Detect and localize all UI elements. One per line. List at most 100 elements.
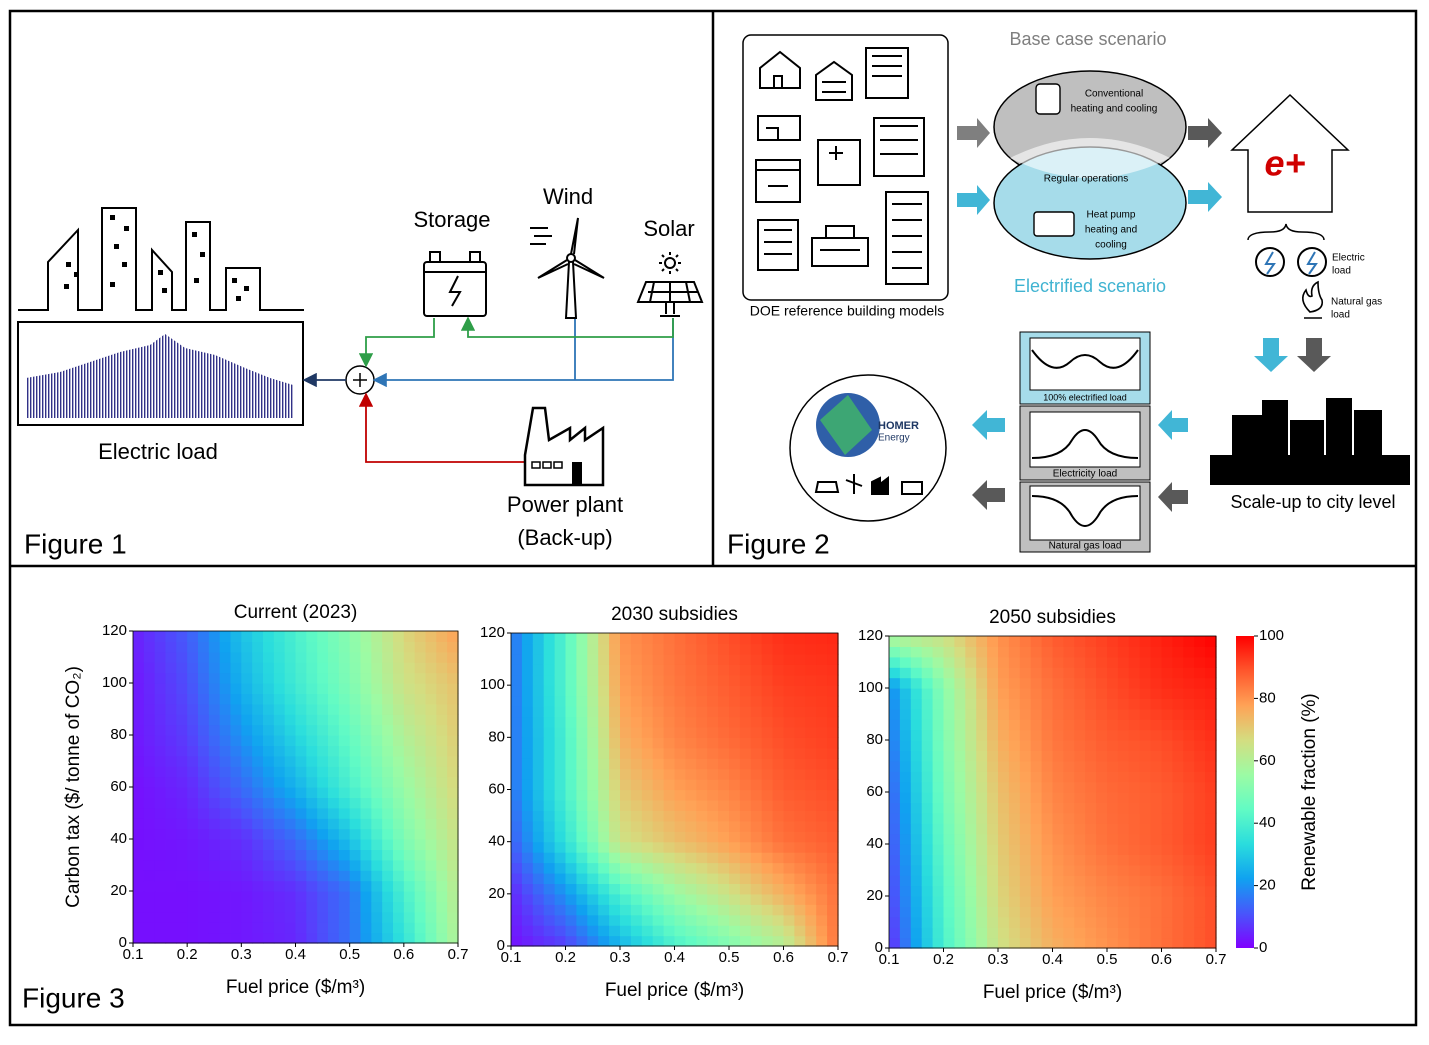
contour-cell — [425, 651, 437, 663]
contour-cell — [998, 646, 1010, 658]
contour-cell — [425, 693, 437, 705]
contour-cell — [176, 807, 188, 819]
contour-cell — [987, 844, 999, 855]
contour-cell — [663, 893, 676, 905]
contour-cell — [317, 901, 329, 913]
contour-cell — [750, 925, 763, 937]
contour-cell — [447, 922, 459, 934]
contour-cell — [176, 839, 188, 850]
contour-cell — [1161, 656, 1173, 668]
contour-cell — [921, 656, 934, 668]
contour-cell — [663, 747, 676, 759]
contour-cell — [1161, 677, 1173, 689]
contour-cell — [511, 674, 523, 686]
contour-cell — [403, 849, 416, 861]
contour-cell — [576, 737, 588, 749]
contour-cell — [718, 893, 730, 905]
contour-cell — [176, 870, 188, 882]
contour-cell — [750, 779, 763, 791]
contour-cell — [696, 685, 708, 697]
contour-cell — [932, 656, 945, 668]
contour-cell — [219, 766, 232, 778]
contour-cell — [382, 932, 394, 944]
contour-cell — [827, 841, 839, 853]
contour-cell — [198, 766, 210, 778]
contour-cell — [447, 932, 459, 944]
contour-cell — [1096, 750, 1108, 762]
contour-cell — [165, 755, 177, 767]
contour-cell — [425, 787, 437, 798]
contour-cell — [1030, 656, 1043, 668]
contour-cell — [263, 859, 275, 871]
contour-cell — [652, 747, 665, 759]
contour-cell — [143, 787, 156, 798]
contour-cell — [532, 716, 545, 728]
contour-cell — [1096, 833, 1108, 845]
contour-cell — [805, 935, 817, 947]
y-tick-label: 120 — [858, 627, 883, 644]
contour-cell — [1096, 708, 1108, 720]
contour-cell — [965, 823, 977, 835]
contour-cell — [425, 807, 437, 819]
contour-cell — [187, 672, 199, 684]
windows — [64, 215, 249, 301]
contour-cell — [1150, 781, 1163, 793]
contour-cell — [998, 833, 1010, 845]
contour-cell — [273, 880, 286, 892]
contour-cell — [943, 760, 955, 772]
contour-cell — [198, 703, 210, 715]
contour-cell — [1183, 823, 1195, 835]
contour-cell — [176, 859, 188, 871]
contour-cell — [772, 893, 785, 905]
contour-cell — [414, 766, 427, 778]
contour-cell — [998, 802, 1010, 814]
figure-label: Figure 1 — [24, 528, 127, 559]
contour-cell — [176, 651, 188, 663]
x-axis-label: Fuel price ($/m³) — [605, 980, 744, 1001]
contour-cell — [794, 779, 806, 791]
contour-cell — [965, 750, 977, 762]
contour-cell — [772, 726, 785, 738]
contour-cell — [794, 685, 806, 697]
contour-cell — [685, 633, 697, 645]
contour-cell — [187, 776, 199, 788]
contour-cell — [176, 703, 188, 715]
contour-cell — [576, 674, 588, 686]
contour-cell — [414, 797, 427, 809]
contour-cell — [652, 831, 665, 843]
contour-cell — [1194, 906, 1206, 918]
contour-cell — [1161, 729, 1173, 741]
contour-cell — [414, 828, 427, 840]
contour-cell — [1096, 823, 1108, 835]
y-tick-label: 20 — [866, 887, 883, 904]
contour-cell — [976, 688, 988, 699]
contour-cell — [954, 937, 966, 949]
contour-cell — [576, 893, 588, 905]
contour-cell — [965, 760, 977, 772]
contour-cell — [1074, 667, 1086, 679]
contour-cell — [425, 880, 437, 892]
contour-cell — [176, 818, 188, 830]
contour-cell — [987, 906, 999, 918]
contour-cell — [1085, 740, 1097, 751]
y-tick-label: 120 — [480, 624, 505, 641]
contour-cell — [739, 685, 752, 697]
contour-cell — [1128, 792, 1141, 803]
contour-cell — [425, 901, 437, 913]
contour-cell — [1183, 906, 1195, 918]
contour-cell — [921, 781, 934, 793]
contour-cell — [932, 729, 945, 741]
contour-cell — [133, 828, 145, 840]
contour-cell — [1041, 636, 1054, 647]
contour-cell — [565, 685, 577, 697]
contour-cell — [794, 653, 806, 665]
arrow — [957, 118, 990, 148]
contour-cell — [976, 927, 988, 939]
contour-cell — [598, 685, 610, 697]
contour-cell — [393, 818, 405, 830]
contour-cell — [976, 875, 988, 887]
contour-cell — [436, 922, 448, 934]
contour-cell — [1117, 719, 1130, 731]
contour-cell — [921, 771, 934, 783]
contour-cell — [208, 859, 221, 871]
